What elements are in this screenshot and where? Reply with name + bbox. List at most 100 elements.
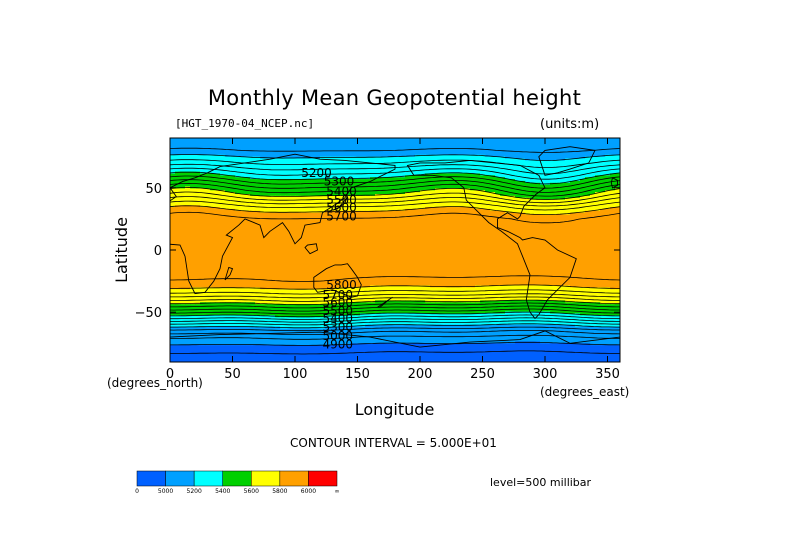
contour-cell <box>255 154 261 158</box>
contour-cell <box>280 166 286 169</box>
contour-cell <box>270 149 276 152</box>
contour-cell <box>600 235 606 238</box>
contour-cell <box>350 154 356 158</box>
contour-cell <box>330 216 336 219</box>
contour-cell <box>575 184 581 188</box>
contour-cell <box>405 179 411 182</box>
contour-cell <box>615 210 620 214</box>
contour-cell <box>230 208 236 212</box>
contour-cell <box>205 182 211 186</box>
contour-cell <box>580 216 586 219</box>
contour-cell <box>390 184 396 188</box>
contour-cell <box>210 203 216 206</box>
contour-cell <box>515 216 521 219</box>
contour-cell <box>230 210 236 214</box>
contour-cell <box>335 141 341 145</box>
contour-cell <box>270 214 276 218</box>
contour-cell <box>235 145 241 148</box>
contour-cell <box>255 169 261 173</box>
contour-cell <box>190 145 196 148</box>
contour-cell <box>560 218 566 221</box>
contour-cell <box>235 216 241 219</box>
contour-cell <box>305 216 311 219</box>
contour-cell <box>185 162 191 165</box>
contour-cell <box>465 238 471 242</box>
contour-cell <box>170 169 176 173</box>
contour-cell <box>310 162 316 165</box>
contour-cell <box>560 164 566 167</box>
contour-cell <box>435 231 441 234</box>
contour-cell <box>290 138 296 141</box>
contour-cell <box>260 139 266 143</box>
contour-cell <box>250 152 256 156</box>
contour-cell <box>470 154 476 158</box>
contour-cell <box>515 190 521 193</box>
contour-cell <box>340 220 346 223</box>
contour-cell <box>495 169 501 173</box>
contour-cell <box>380 160 386 163</box>
contour-cell <box>355 158 361 162</box>
contour-cell <box>270 236 276 240</box>
contour-cell <box>250 188 256 191</box>
contour-cell <box>285 208 291 212</box>
contour-cell <box>500 173 506 176</box>
contour-cell <box>575 188 581 191</box>
contour-cell <box>370 173 376 176</box>
contour-cell <box>395 207 401 210</box>
contour-cell <box>195 166 201 169</box>
contour-cell <box>220 199 226 203</box>
contour-cell <box>330 220 336 223</box>
contour-cell <box>315 179 321 182</box>
contour-cell <box>355 231 361 234</box>
contour-cell <box>465 229 471 232</box>
contour-cell <box>290 216 296 219</box>
contour-cell <box>350 173 356 176</box>
contour-cell <box>185 227 191 231</box>
contour-cell <box>390 205 396 208</box>
contour-cell <box>450 162 456 165</box>
contour-cell <box>370 208 376 212</box>
contour-cell <box>430 162 436 165</box>
contour-cell <box>485 151 491 154</box>
contour-cell <box>400 229 406 232</box>
contour-cell <box>290 169 296 173</box>
contour-cell <box>240 207 246 210</box>
contour-cell <box>325 188 331 191</box>
contour-cell <box>430 184 436 188</box>
contour-cell <box>360 151 366 154</box>
contour-cell <box>170 162 176 165</box>
contour-cell <box>180 141 186 145</box>
contour-cell <box>520 199 526 203</box>
contour-cell <box>605 160 611 163</box>
contour-cell <box>240 167 246 171</box>
contour-cell <box>255 149 261 152</box>
contour-cell <box>395 205 401 208</box>
contour-cell <box>170 156 176 160</box>
contour-cell <box>585 147 591 150</box>
contour-cell <box>260 240 266 244</box>
contour-cell <box>395 210 401 214</box>
contour-cell <box>615 235 620 238</box>
contour-cell <box>545 222 551 225</box>
contour-cell <box>430 177 436 180</box>
contour-cell <box>595 207 601 210</box>
contour-cell <box>215 158 221 162</box>
contour-cell <box>190 227 196 231</box>
contour-cell <box>595 177 601 180</box>
contour-cell <box>300 233 306 236</box>
contour-cell <box>395 138 401 141</box>
contour-cell <box>490 212 496 216</box>
contour-cell <box>325 238 331 242</box>
contour-cell <box>525 149 531 152</box>
contour-cell <box>190 240 196 244</box>
contour-cell <box>345 186 351 190</box>
contour-cell <box>215 151 221 154</box>
contour-cell <box>200 233 206 236</box>
contour-cell <box>200 162 206 165</box>
contour-cell <box>385 212 391 216</box>
contour-cell <box>175 238 181 242</box>
contour-cell <box>185 208 191 212</box>
contour-cell <box>205 210 211 214</box>
contour-cell <box>365 147 371 150</box>
contour-cell <box>475 149 481 152</box>
